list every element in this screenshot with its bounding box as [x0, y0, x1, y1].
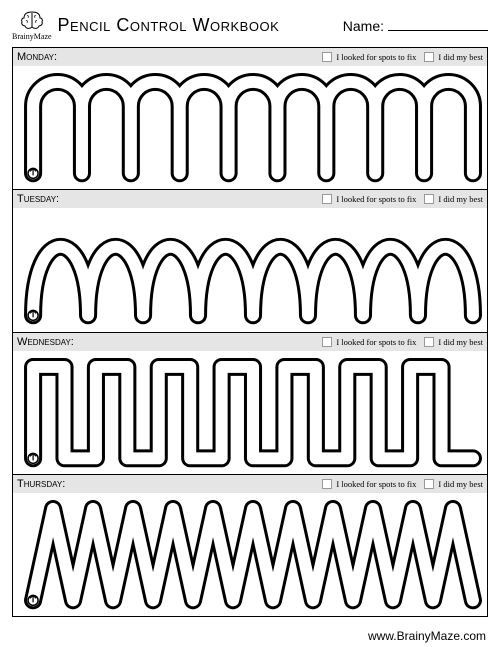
checkbox-spots: I looked for spots to fix [322, 52, 416, 62]
checkbox-spots-box[interactable] [322, 479, 332, 489]
day-label: Monday: [17, 51, 314, 63]
panel-tuesday: Tuesday: I looked for spots to fix I did… [13, 190, 487, 332]
checkbox-best-box[interactable] [424, 194, 434, 204]
checkbox-spots-box[interactable] [322, 337, 332, 347]
brand-logo: BrainyMaze [12, 10, 52, 41]
checkbox-spots-label: I looked for spots to fix [336, 194, 416, 204]
checkbox-spots-box[interactable] [322, 52, 332, 62]
checkbox-best-box[interactable] [424, 479, 434, 489]
checkbox-best: I did my best [424, 194, 483, 204]
logo-text: BrainyMaze [12, 32, 52, 41]
checkbox-best-label: I did my best [438, 194, 483, 204]
panels-container: Monday: I looked for spots to fix I did … [12, 47, 488, 617]
panel-header: Wednesday: I looked for spots to fix I d… [13, 333, 487, 351]
name-field: Name: [343, 17, 488, 34]
name-input-line[interactable] [388, 17, 488, 31]
day-label: Tuesday: [17, 193, 314, 205]
checkbox-spots: I looked for spots to fix [322, 194, 416, 204]
checkbox-best: I did my best [424, 52, 483, 62]
brain-icon [18, 10, 46, 32]
checkbox-best-box[interactable] [424, 337, 434, 347]
checkbox-spots-label: I looked for spots to fix [336, 337, 416, 347]
worksheet-title: Pencil Control Workbook [58, 15, 337, 36]
name-label: Name: [343, 18, 384, 34]
panel-thursday: Thursday: I looked for spots to fix I di… [13, 475, 487, 616]
panel-wednesday: Wednesday: I looked for spots to fix I d… [13, 333, 487, 475]
checkbox-spots-label: I looked for spots to fix [336, 52, 416, 62]
panel-header: Thursday: I looked for spots to fix I di… [13, 475, 487, 493]
checkbox-best: I did my best [424, 337, 483, 347]
day-label: Wednesday: [17, 336, 314, 348]
checkbox-best-label: I did my best [438, 337, 483, 347]
checkbox-spots: I looked for spots to fix [322, 337, 416, 347]
checkbox-best-label: I did my best [438, 479, 483, 489]
worksheet-header: BrainyMaze Pencil Control Workbook Name: [12, 10, 488, 41]
checkbox-spots-label: I looked for spots to fix [336, 479, 416, 489]
checkbox-spots: I looked for spots to fix [322, 479, 416, 489]
tracing-area[interactable] [13, 208, 487, 331]
checkbox-best-box[interactable] [424, 52, 434, 62]
tracing-area[interactable] [13, 351, 487, 474]
checkbox-best-label: I did my best [438, 52, 483, 62]
checkbox-spots-box[interactable] [322, 194, 332, 204]
panel-monday: Monday: I looked for spots to fix I did … [13, 48, 487, 190]
footer-url: www.BrainyMaze.com [368, 629, 486, 643]
panel-header: Monday: I looked for spots to fix I did … [13, 48, 487, 66]
tracing-area[interactable] [13, 66, 487, 189]
day-label: Thursday: [17, 478, 314, 490]
panel-header: Tuesday: I looked for spots to fix I did… [13, 190, 487, 208]
tracing-area[interactable] [13, 493, 487, 616]
checkbox-best: I did my best [424, 479, 483, 489]
